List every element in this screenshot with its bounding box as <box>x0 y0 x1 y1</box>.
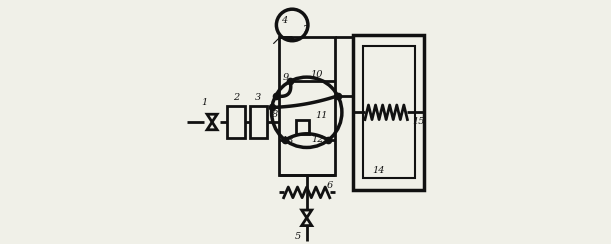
FancyBboxPatch shape <box>353 35 425 190</box>
Text: 5: 5 <box>295 232 301 241</box>
Text: 15: 15 <box>412 118 425 126</box>
Text: 10: 10 <box>310 70 323 79</box>
Text: 2: 2 <box>233 93 240 102</box>
FancyBboxPatch shape <box>227 106 245 138</box>
Polygon shape <box>302 218 312 226</box>
Polygon shape <box>302 210 312 218</box>
FancyBboxPatch shape <box>362 46 415 178</box>
Text: 7: 7 <box>302 25 309 34</box>
Text: 12: 12 <box>311 135 323 144</box>
FancyBboxPatch shape <box>296 120 309 133</box>
FancyBboxPatch shape <box>250 106 266 138</box>
FancyBboxPatch shape <box>279 37 335 175</box>
Polygon shape <box>207 114 217 122</box>
Text: 11: 11 <box>315 112 328 121</box>
Text: 4: 4 <box>280 16 287 25</box>
Text: 13: 13 <box>281 136 293 145</box>
Text: 3: 3 <box>255 93 262 102</box>
Text: 6: 6 <box>327 181 333 190</box>
Text: 1: 1 <box>201 98 207 107</box>
Text: 8: 8 <box>272 110 278 119</box>
Text: 9: 9 <box>283 73 289 81</box>
Polygon shape <box>207 122 217 130</box>
Text: 14: 14 <box>372 166 384 175</box>
